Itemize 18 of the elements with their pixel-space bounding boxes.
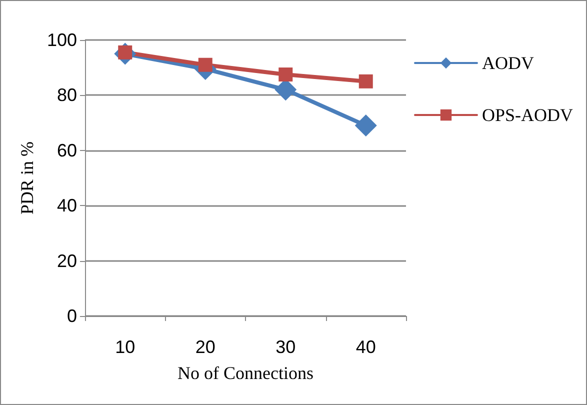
point [358,74,373,88]
y-axis-title: PDR in % [17,141,38,215]
y-tick-label: 60 [56,140,77,160]
x-axis-title: No of Connections [178,363,314,383]
x-tick-label: 30 [276,337,296,357]
y-tick-label: 20 [56,250,77,271]
legend-label: AODV [482,53,534,73]
point [354,114,377,137]
x-tick-label: 10 [115,337,136,357]
y-tick-label: 80 [56,85,77,106]
y-tick-label: 0 [66,306,77,326]
x-tick-label: 20 [195,337,216,357]
x-tick-label: 40 [356,337,376,357]
point [278,68,293,82]
legend-label: OPS-AODV [482,105,574,125]
y-tick-label: 40 [56,196,77,216]
point [198,58,212,72]
y-tick-label: 100 [46,30,77,50]
